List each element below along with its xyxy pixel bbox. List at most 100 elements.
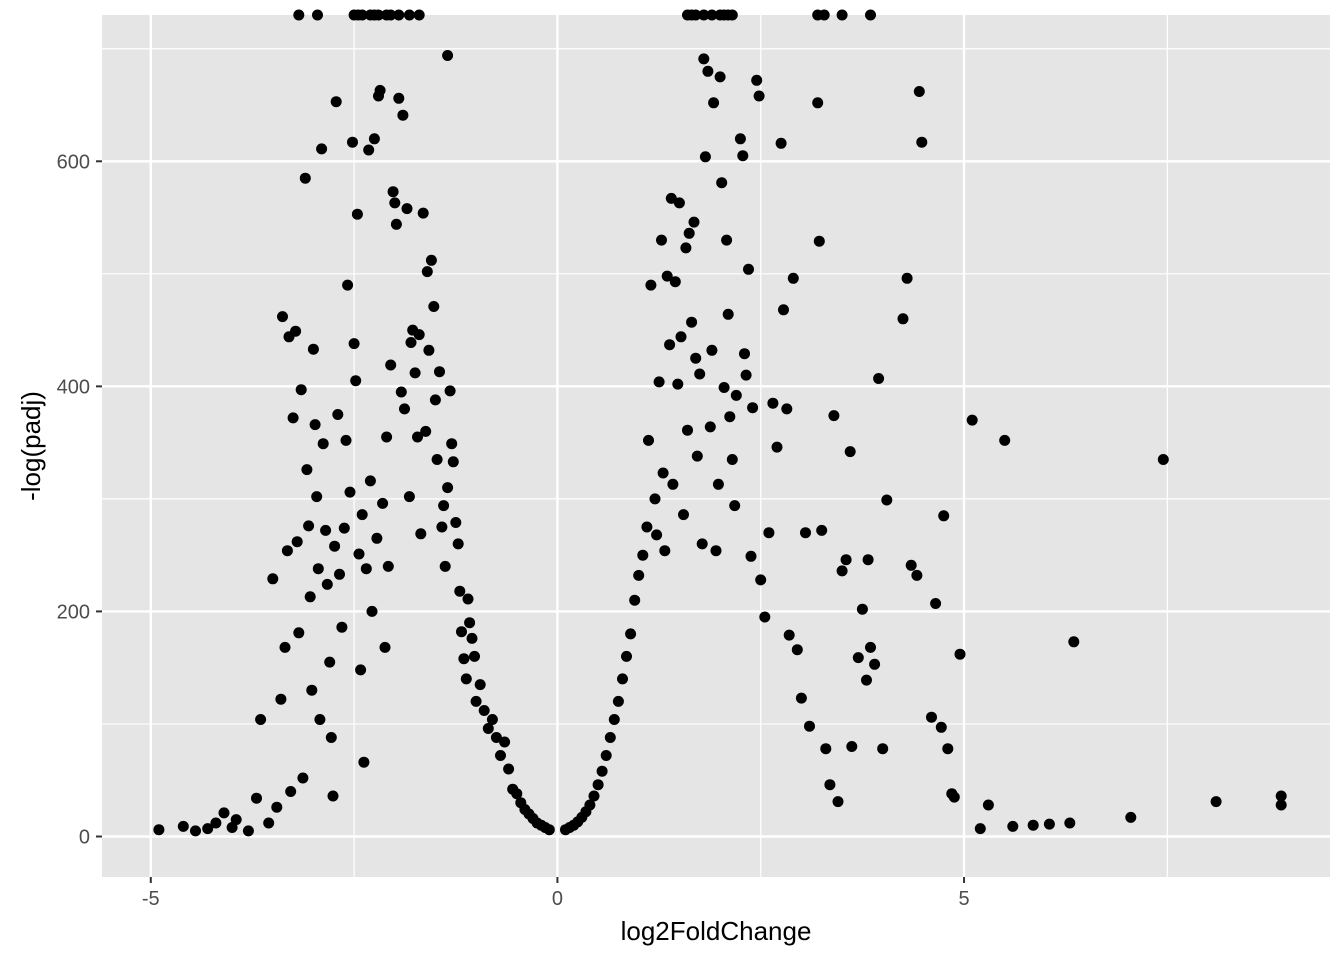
data-point bbox=[665, 192, 677, 204]
data-point bbox=[767, 397, 779, 409]
data-point bbox=[865, 9, 876, 21]
data-point bbox=[820, 743, 832, 755]
data-point bbox=[403, 9, 415, 21]
data-point bbox=[877, 743, 889, 755]
data-point bbox=[325, 732, 337, 743]
data-point bbox=[320, 524, 332, 536]
data-point bbox=[787, 272, 799, 284]
data-point bbox=[726, 9, 738, 21]
data-point bbox=[755, 574, 767, 586]
data-point bbox=[1157, 454, 1169, 465]
data-point bbox=[409, 367, 421, 379]
data-point bbox=[702, 65, 714, 77]
data-point bbox=[966, 414, 978, 426]
data-point bbox=[439, 560, 451, 572]
data-point bbox=[604, 732, 616, 743]
data-point bbox=[625, 628, 637, 640]
data-point bbox=[645, 279, 657, 291]
data-point bbox=[673, 197, 685, 209]
data-point bbox=[390, 218, 402, 230]
data-point bbox=[413, 9, 425, 21]
data-point bbox=[304, 591, 316, 603]
data-point bbox=[385, 9, 397, 21]
data-point bbox=[721, 234, 733, 246]
data-point bbox=[469, 650, 480, 662]
data-point bbox=[312, 563, 324, 575]
data-point bbox=[358, 756, 370, 768]
data-point bbox=[456, 626, 467, 638]
data-point bbox=[436, 521, 448, 533]
data-point bbox=[643, 434, 654, 446]
data-point bbox=[281, 545, 293, 557]
data-point bbox=[309, 419, 321, 431]
data-point bbox=[672, 378, 684, 390]
data-point bbox=[377, 497, 389, 509]
data-point bbox=[334, 568, 345, 580]
data-point bbox=[462, 593, 474, 605]
data-point bbox=[293, 627, 305, 639]
data-point bbox=[434, 366, 445, 378]
data-point bbox=[824, 779, 836, 791]
data-point bbox=[321, 578, 333, 590]
data-point bbox=[832, 796, 844, 808]
data-point bbox=[791, 644, 803, 656]
data-point bbox=[297, 772, 309, 784]
data-point bbox=[303, 520, 315, 532]
data-point bbox=[466, 632, 478, 644]
data-point bbox=[421, 266, 433, 278]
data-point bbox=[363, 144, 375, 156]
data-point bbox=[999, 434, 1011, 446]
data-point bbox=[429, 394, 441, 406]
data-point bbox=[464, 617, 476, 629]
data-point bbox=[775, 137, 787, 149]
y-tick-label: 0 bbox=[79, 826, 90, 848]
data-point bbox=[617, 673, 628, 685]
data-point bbox=[691, 450, 703, 462]
data-point bbox=[543, 824, 555, 836]
data-point bbox=[460, 673, 472, 685]
data-point bbox=[600, 750, 612, 761]
data-point bbox=[737, 150, 749, 162]
data-point bbox=[930, 598, 942, 609]
data-point bbox=[312, 9, 323, 21]
data-point bbox=[637, 549, 649, 561]
data-point bbox=[926, 711, 937, 723]
data-point bbox=[781, 403, 793, 415]
data-point bbox=[348, 338, 360, 350]
data-point bbox=[771, 441, 783, 453]
data-point bbox=[393, 9, 405, 21]
data-point bbox=[210, 817, 222, 829]
data-point bbox=[716, 177, 728, 189]
data-point bbox=[804, 720, 815, 732]
data-point bbox=[306, 684, 318, 696]
data-point bbox=[413, 329, 425, 341]
y-axis-title: -log(padj) bbox=[16, 391, 46, 501]
data-point bbox=[698, 53, 710, 65]
data-point bbox=[474, 679, 486, 691]
data-point bbox=[916, 136, 928, 148]
data-point bbox=[745, 550, 757, 562]
data-point bbox=[495, 750, 506, 761]
data-point bbox=[651, 529, 663, 541]
data-point bbox=[938, 510, 950, 522]
data-point bbox=[844, 446, 856, 458]
data-point bbox=[704, 421, 716, 433]
x-axis-title: log2FoldChange bbox=[621, 916, 812, 946]
data-point bbox=[778, 304, 789, 316]
y-tick-label: 200 bbox=[57, 601, 90, 623]
data-point bbox=[351, 208, 363, 220]
data-point bbox=[311, 491, 323, 503]
data-point bbox=[911, 569, 923, 581]
data-point bbox=[751, 74, 763, 86]
data-point bbox=[722, 308, 734, 320]
data-point bbox=[739, 348, 750, 360]
data-point bbox=[678, 509, 689, 521]
data-point bbox=[356, 9, 368, 21]
data-point bbox=[816, 524, 828, 536]
data-point bbox=[682, 424, 693, 436]
data-point bbox=[694, 368, 706, 380]
data-point bbox=[336, 621, 348, 633]
data-point bbox=[271, 801, 283, 813]
data-point bbox=[324, 656, 336, 668]
